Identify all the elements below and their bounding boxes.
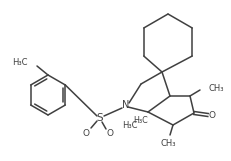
Text: S: S — [96, 113, 103, 123]
Text: H₃C: H₃C — [122, 120, 137, 129]
Text: O: O — [208, 110, 215, 119]
Text: H₃C: H₃C — [132, 115, 147, 124]
Text: H₃C: H₃C — [12, 57, 28, 66]
Text: O: O — [106, 129, 113, 138]
Text: CH₃: CH₃ — [160, 138, 175, 147]
Text: CH₃: CH₃ — [208, 84, 224, 93]
Text: O: O — [82, 128, 89, 137]
Text: N: N — [122, 100, 129, 110]
